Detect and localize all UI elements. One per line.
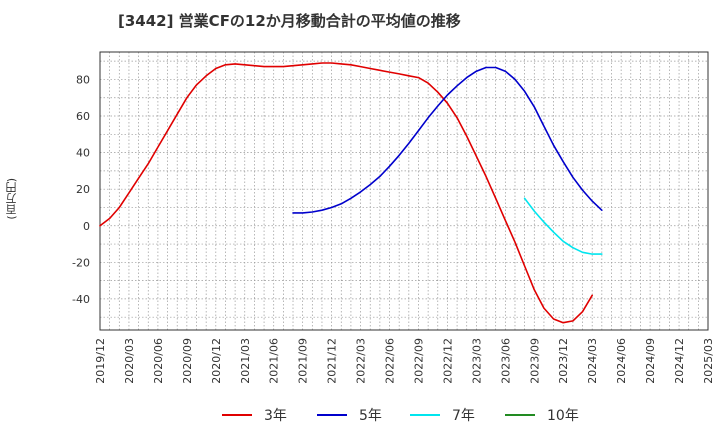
y-tick-label: -20 [72, 256, 90, 269]
y-tick-label: 80 [76, 73, 90, 86]
x-tick-label: 2021/06 [268, 338, 281, 384]
legend-item-1: 3年 [222, 404, 287, 426]
legend-swatch [222, 414, 252, 416]
x-tick-label: 2024/09 [644, 338, 657, 384]
x-tick-label: 2020/12 [210, 338, 223, 384]
series-line-1 [99, 62, 593, 324]
x-tick-label: 2024/03 [586, 338, 599, 384]
x-tick-label: 2020/03 [123, 338, 136, 384]
x-tick-label: 2023/09 [528, 338, 541, 384]
x-tick-label: 2019/12 [94, 338, 107, 384]
x-tick-label: 2022/06 [384, 338, 397, 384]
x-tick-label: 2022/12 [441, 338, 454, 384]
tick-label-layer: 80 60 40 20 0 -20 -40 2019/12 2020/03 2020/06 2020… [72, 73, 715, 383]
x-tick-label: 2022/03 [355, 338, 368, 384]
legend-label: 7年 [452, 408, 475, 424]
x-tick-label: 2022/09 [412, 338, 425, 384]
legend-label: 5年 [359, 408, 382, 424]
y-tick-label: 40 [76, 147, 90, 160]
legend-label: 3年 [264, 408, 287, 424]
y-tick-label: 60 [76, 110, 90, 123]
x-tick-label: 2021/09 [297, 338, 310, 384]
x-tick-label: 2020/09 [181, 338, 194, 384]
x-tick-label: 2023/12 [557, 338, 570, 384]
legend-label: 10年 [547, 408, 579, 424]
legend-swatch [505, 414, 535, 416]
grid-layer [99, 52, 709, 330]
plot-border [99, 51, 709, 331]
x-tick-label: 2024/12 [673, 338, 686, 384]
x-tick-label: 2024/06 [615, 338, 628, 384]
x-tick-label: 2023/03 [470, 338, 483, 384]
legend: 3年 5年 7年 10年 [0, 404, 720, 426]
y-tick-label: 20 [76, 183, 90, 196]
legend-item-4: 10年 [505, 404, 579, 426]
x-tick-label: 2021/03 [239, 338, 252, 384]
y-tick-label: -40 [72, 293, 90, 306]
axis-layer [99, 51, 709, 331]
legend-item-3: 7年 [410, 404, 475, 426]
x-tick-label: 2020/06 [152, 338, 165, 384]
x-tick-label: 2025/03 [702, 338, 715, 384]
line-chart: 80 60 40 20 0 -20 -40 2019/12 2020/03 2020/06 2020… [72, 51, 715, 384]
chart-title: [3442] 営業CFの12か月移動合計の平均値の推移 [118, 12, 461, 30]
legend-swatch [317, 414, 347, 416]
series-line-3 [523, 197, 603, 255]
series-layer [99, 62, 603, 324]
series-line-2 [292, 66, 603, 214]
legend-swatch [410, 414, 440, 416]
x-tick-label: 2021/12 [326, 338, 339, 384]
legend-item-2: 5年 [317, 404, 382, 426]
plot-background [100, 52, 708, 330]
x-tick-label: 2023/06 [499, 338, 512, 384]
y-tick-label: 0 [83, 220, 90, 233]
